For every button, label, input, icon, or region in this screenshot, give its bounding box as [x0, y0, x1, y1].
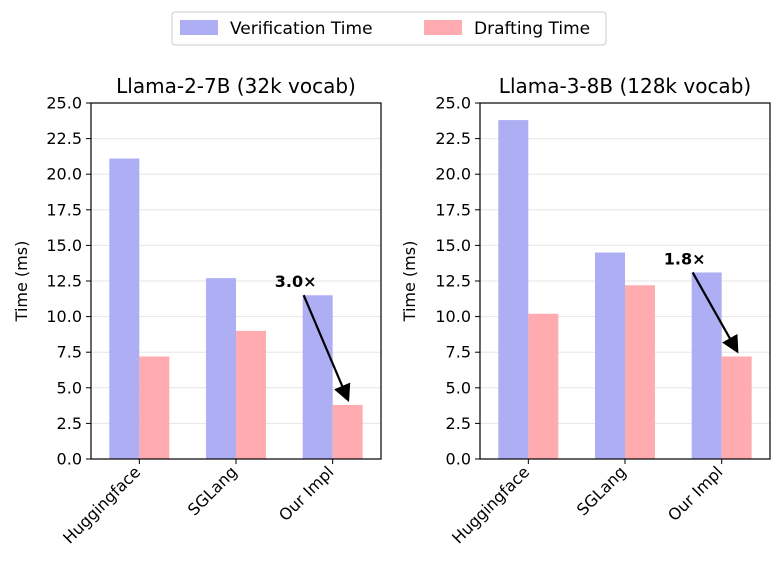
y-tick-label: 2.5	[446, 414, 471, 433]
y-tick-label: 15.0	[435, 236, 471, 255]
y-tick-label: 22.5	[435, 129, 471, 148]
plot-frame	[479, 102, 771, 460]
bar-verification-sglang	[595, 252, 625, 459]
bar-drafting-sglang	[625, 285, 655, 459]
y-tick-label: 17.5	[435, 200, 471, 219]
y-tick-label: 0.0	[446, 450, 471, 469]
y-axis-label: Time (ms)	[12, 241, 31, 323]
bar-drafting-our-impl	[332, 404, 363, 459]
chart-title: Llama-3-8B (128k vocab)	[499, 74, 751, 98]
bar-verification-sglang	[206, 278, 236, 459]
y-tick-label: 12.5	[435, 272, 471, 291]
speedup-annotation: 3.0×	[275, 272, 317, 291]
legend-label-verification: Verification Time	[230, 19, 373, 39]
y-tick-label: 25.0	[46, 94, 82, 113]
legend-swatch-verification	[180, 20, 218, 35]
x-tick-label: SGLang	[573, 462, 630, 519]
y-tick-label: 20.0	[46, 165, 82, 184]
x-tick-label: Huggingface	[448, 462, 533, 547]
y-axis-label: Time (ms)	[400, 241, 419, 323]
y-tick-label: 17.5	[46, 200, 82, 219]
y-tick-label: 7.5	[446, 343, 471, 362]
chart-panel-left: 0.0 2.5 5.0 7.5 10.0 12.5 15.0 17.5 20.0 22.5 25.0…	[12, 74, 382, 547]
x-tick-label: SGLang	[184, 462, 241, 519]
y-tick-label: 2.5	[57, 414, 82, 433]
bar-verification-our-impl	[302, 295, 333, 459]
y-tick-label: 22.5	[46, 129, 82, 148]
chart-panel-right: 0.0 2.5 5.0 7.5 10.0 12.5 15.0 17.5 20.0 22.5 25.0…	[400, 74, 771, 547]
bar-verification-huggingface	[498, 120, 529, 459]
legend-label-drafting: Drafting Time	[474, 19, 590, 39]
chart-title: Llama-2-7B (32k vocab)	[116, 74, 356, 98]
speedup-annotation: 1.8×	[664, 249, 706, 268]
y-tick-label: 0.0	[57, 450, 82, 469]
y-tick-label: 5.0	[446, 378, 471, 397]
bar-drafting-sglang	[236, 330, 266, 459]
legend-frame	[171, 11, 607, 46]
y-tick-label: 15.0	[46, 236, 82, 255]
y-tick-label: 7.5	[57, 343, 82, 362]
x-tick-label: Our Impl	[275, 462, 337, 524]
x-tick-label: Huggingface	[59, 462, 144, 547]
bar-drafting-huggingface	[139, 356, 170, 459]
plot-frame	[90, 102, 382, 460]
bar-verification-huggingface	[109, 158, 140, 459]
legend: Verification Time Drafting Time	[171, 11, 607, 46]
legend-swatch-drafting	[424, 20, 462, 35]
speedup-arrow	[691, 271, 739, 354]
x-tick-label: Our Impl	[664, 462, 726, 524]
y-tick-label: 5.0	[57, 378, 82, 397]
bar-drafting-our-impl	[721, 356, 752, 459]
speedup-arrow	[302, 294, 351, 403]
y-tick-label: 10.0	[435, 307, 471, 326]
y-tick-label: 20.0	[435, 165, 471, 184]
y-tick-label: 25.0	[435, 94, 471, 113]
bar-verification-our-impl	[691, 272, 722, 459]
y-tick-label: 10.0	[46, 307, 82, 326]
bar-drafting-huggingface	[528, 313, 559, 459]
y-tick-label: 12.5	[46, 272, 82, 291]
